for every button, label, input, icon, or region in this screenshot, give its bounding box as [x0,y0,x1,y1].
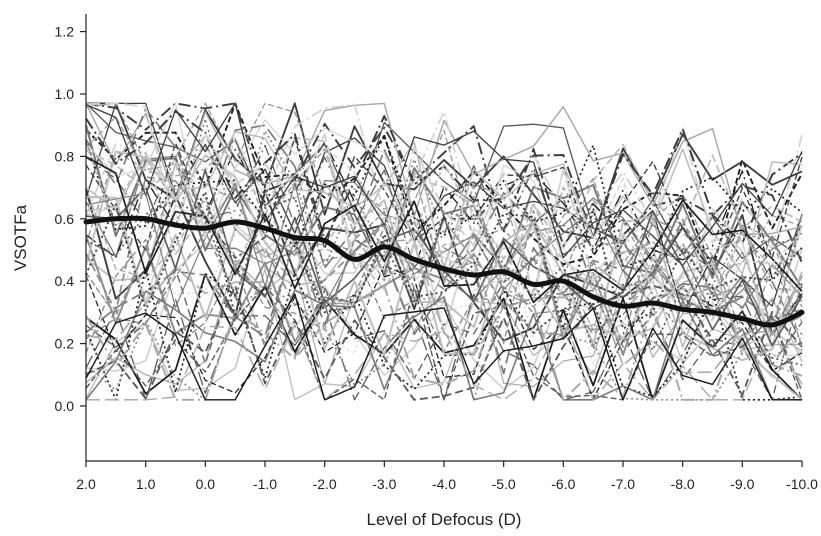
individual-line [85,102,803,264]
individual-line [85,195,803,401]
individual-line [85,136,803,322]
individual-line [85,102,803,314]
y-tick-label: 0.0 [55,398,75,414]
x-axis-title: Level of Defocus (D) [367,510,522,529]
x-tick-label: 0.0 [196,476,216,492]
individual-line [85,136,803,263]
individual-line [85,156,803,304]
y-tick-label: 1.0 [55,86,75,102]
individual-line [85,182,803,316]
individual-line [85,150,803,362]
y-ticks: 0.0 0.2 0.4 0.6 0.8 1.0 1.2 [55,24,86,414]
x-tick-label: -5.0 [492,476,516,492]
y-tick-label: 1.2 [55,24,75,40]
x-ticks: 2.0 1.0 0.0 -1.0 -2.0 -3.0 -4.0 -5.0 -6.0 -7.0 -8.… [76,461,818,492]
individual-line [85,151,803,325]
individual-line [85,293,802,401]
individual-line [85,108,803,321]
individual-line [85,141,803,280]
individual-line [85,264,803,400]
individual-line [85,102,803,347]
individual-line [85,284,803,401]
individual-line [85,285,803,401]
individual-line [85,258,803,401]
x-tick-label: -3.0 [372,476,396,492]
individual-line [85,124,803,289]
individual-line [85,135,803,268]
y-tick-label: 0.4 [55,273,75,289]
y-axis-title: VSOTFa [11,204,30,271]
mean-line [83,215,805,328]
individual-line [86,102,803,239]
individual-line [85,268,803,401]
individual-line [85,102,803,236]
y-tick-label: 0.6 [55,211,75,227]
y-tick-label: 0.8 [55,148,75,164]
x-tick-label: -7.0 [611,476,635,492]
individual-line [85,237,803,392]
x-tick-label: -9.0 [730,476,754,492]
x-tick-label: -4.0 [432,476,456,492]
x-tick-label: -10.0 [786,476,818,492]
individual-line [85,150,803,356]
mean-line-group [83,215,805,328]
x-tick-label: 1.0 [136,476,156,492]
individual-line [85,102,803,308]
individual-line [85,220,803,356]
individual-subject-lines [85,102,803,401]
x-tick-label: -2.0 [313,476,337,492]
x-tick-label: -8.0 [671,476,695,492]
individual-line [85,239,803,374]
individual-line [85,187,803,331]
individual-line [86,314,803,401]
x-tick-label: -1.0 [253,476,277,492]
individual-line [85,103,803,251]
axes [85,14,802,462]
x-tick-label: -6.0 [551,476,575,492]
x-tick-label: 2.0 [76,476,96,492]
individual-line [85,289,803,401]
y-tick-label: 0.2 [55,336,75,352]
individual-line [85,135,803,269]
individual-line [85,102,803,260]
